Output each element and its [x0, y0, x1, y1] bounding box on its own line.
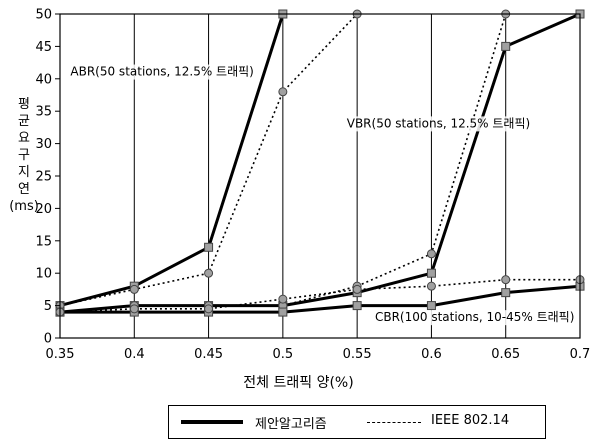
- legend-swatch-dashed: [367, 422, 421, 423]
- data-point-square: [501, 288, 511, 298]
- data-point-square: [204, 242, 214, 252]
- x-axis-label: 전체 트래픽 양(%): [243, 375, 354, 391]
- y-tick-label: 40: [35, 72, 52, 87]
- legend-label-proposed: 제안알고리즘: [255, 417, 327, 432]
- legend-swatch-solid: [181, 420, 243, 424]
- series-annotation: VBR(50 stations, 12.5% 트래픽): [347, 116, 530, 130]
- marker-layer: [55, 9, 585, 317]
- y-tick-label: 30: [35, 137, 52, 152]
- data-point-square: [426, 268, 436, 278]
- x-tick-label: 0.7: [570, 347, 591, 362]
- x-tick-label: 0.6: [421, 347, 442, 362]
- data-point-square: [426, 301, 436, 311]
- x-tick-label: 0.55: [343, 347, 372, 362]
- x-tick-label: 0.65: [491, 347, 520, 362]
- series-layer: [59, 12, 581, 314]
- y-tick-label: 25: [35, 170, 52, 185]
- y-tick-label: 5: [44, 299, 52, 314]
- y-axis-label-char: 연: [18, 182, 30, 197]
- y-axis-label-char: 지: [18, 165, 30, 180]
- y-tick-label: 50: [35, 8, 52, 23]
- data-point-circle: [204, 268, 214, 278]
- annotation-background: [68, 64, 256, 80]
- series-line-abr-ieee: [59, 13, 358, 307]
- y-tick-label: 15: [35, 234, 52, 249]
- y-tick-label: 20: [35, 202, 52, 217]
- series-line-abr-proposed: [59, 13, 285, 308]
- annotation-background: [372, 310, 577, 326]
- data-point-circle: [352, 284, 362, 294]
- series-annotation: CBR(100 stations, 10-45% 트래픽): [375, 310, 574, 324]
- legend-label-ieee: IEEE 802.14: [431, 413, 510, 428]
- x-tick-label: 0.35: [46, 347, 75, 362]
- y-axis-label: 평 균 요 구 지 연 (ms): [6, 96, 42, 215]
- data-point-circle: [204, 304, 214, 314]
- data-point-circle: [426, 249, 436, 259]
- series-line-cbr-ieee: [59, 278, 580, 313]
- y-tick-label: 45: [35, 40, 52, 55]
- x-tick-label: 0.5: [273, 347, 294, 362]
- data-point-circle: [278, 87, 288, 97]
- x-tick-label: 0.4: [124, 347, 145, 362]
- series-annotation: ABR(50 stations, 12.5% 트래픽): [70, 65, 253, 79]
- y-axis-label-char: 평: [18, 97, 30, 112]
- data-point-circle: [501, 275, 511, 285]
- annotation-layer: ABR(50 stations, 12.5% 트래픽) VBR(50 statio…: [68, 64, 577, 326]
- data-point-square: [352, 301, 362, 311]
- y-tick-label: 10: [35, 267, 52, 282]
- axes: 0 5 10 15 20 25 30 35 40 45 50 0.35 0.4 0.45 0.5 0.55 0.…: [35, 8, 590, 363]
- data-point-circle: [278, 294, 288, 304]
- annotation-background: [344, 116, 533, 132]
- series-line-cbr-proposed: [60, 284, 581, 314]
- series-line-vbr-proposed: [59, 12, 581, 314]
- x-tick-label: 0.45: [194, 347, 223, 362]
- y-tick-label: 0: [44, 332, 52, 347]
- legend: 제안알고리즘 IEEE 802.14: [168, 405, 546, 439]
- data-point-circle: [129, 304, 139, 314]
- y-axis-label-unit: (ms): [9, 199, 39, 214]
- data-point-circle: [129, 284, 139, 294]
- y-axis-label-char: 요: [18, 131, 30, 146]
- data-point-square: [278, 307, 288, 317]
- y-axis-label-char: 균: [18, 114, 30, 129]
- y-tick-label: 35: [35, 105, 52, 120]
- y-axis-label-char: 구: [18, 148, 30, 163]
- data-point-circle: [426, 281, 436, 291]
- data-point-square: [501, 41, 511, 51]
